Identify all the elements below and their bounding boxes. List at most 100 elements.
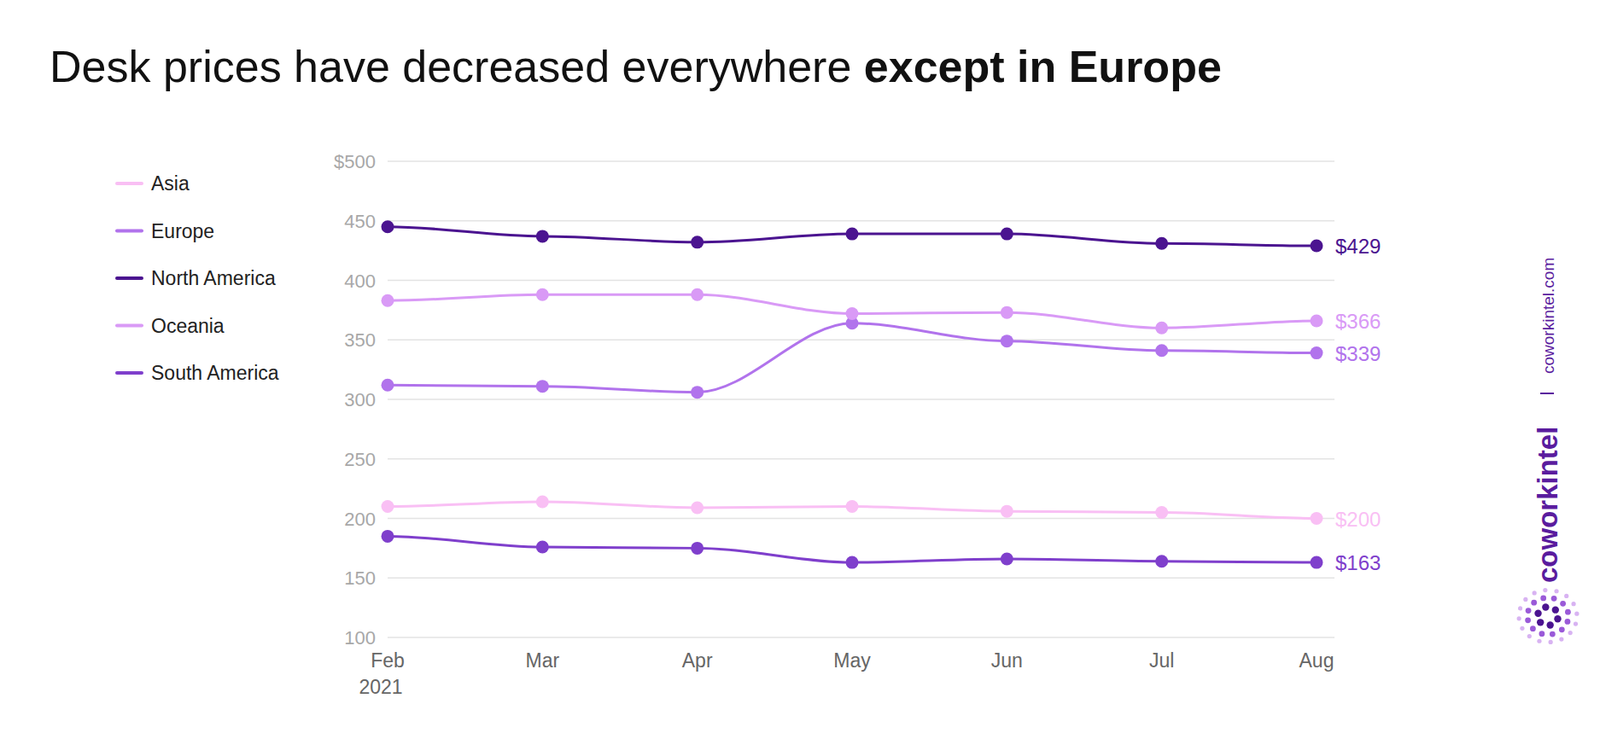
- data-label: $163: [1335, 551, 1381, 575]
- grid-line: [387, 339, 1335, 342]
- logo-dot: [1523, 597, 1528, 602]
- legend-label: Europe: [151, 220, 215, 243]
- logo-dot: [1536, 639, 1542, 644]
- data-labels: $200$339$429$366$163: [1335, 234, 1381, 575]
- logo-dot: [1559, 626, 1565, 633]
- data-point: [690, 288, 704, 302]
- legend-label: North America: [151, 267, 276, 290]
- logo-dot: [1517, 616, 1522, 621]
- data-point: [536, 229, 549, 243]
- grid-line: [387, 398, 1335, 401]
- data-label: $200: [1335, 508, 1381, 532]
- title-part: Desk prices have decreased everywhere: [49, 41, 865, 92]
- data-point: [536, 540, 549, 554]
- data-label: $366: [1335, 309, 1381, 333]
- data-point: [1310, 556, 1324, 570]
- data-point: [536, 495, 549, 509]
- logo-dot: [1529, 625, 1536, 632]
- grid-line: [387, 518, 1335, 520]
- data-point: [1155, 237, 1168, 251]
- data-label: $429: [1335, 234, 1381, 258]
- plot-area: [381, 220, 1324, 569]
- y-tick-label: 400: [344, 270, 376, 292]
- x-axis: Feb2021MarAprMayJunJulAug: [358, 649, 1334, 699]
- data-point: [1155, 506, 1168, 520]
- x-tick-label: Aug: [1299, 649, 1335, 672]
- logo-dot: [1524, 617, 1531, 624]
- separator: [1540, 392, 1554, 395]
- logo-dot: [1564, 594, 1569, 599]
- legend-swatch: [116, 181, 142, 186]
- logo-dot: [1553, 615, 1561, 623]
- grid-line: [387, 578, 1335, 580]
- x-tick-label: May: [833, 649, 871, 672]
- logo-dot: [1532, 590, 1537, 596]
- legend-swatch: [116, 276, 142, 281]
- logo-dot: [1559, 601, 1566, 608]
- data-point: [690, 235, 704, 249]
- brand-name: coworkintel: [1531, 426, 1564, 584]
- data-point: [1000, 552, 1014, 566]
- series-line: [387, 294, 1317, 328]
- title-part: except in Europe: [864, 41, 1222, 92]
- data-point: [536, 379, 549, 393]
- data-point: [1000, 306, 1014, 320]
- logo-dot: [1564, 609, 1571, 616]
- watermark: coworkintelcoworkintel.com: [1531, 257, 1564, 584]
- x-tick-label: Apr: [682, 649, 713, 672]
- legend-swatch: [116, 229, 142, 234]
- x-tick-label: Jun: [991, 649, 1023, 672]
- data-point: [1155, 344, 1168, 357]
- logo-dot: [1570, 601, 1576, 607]
- logo-dot: [1573, 621, 1578, 626]
- logo-dot: [1530, 600, 1537, 607]
- logo-dot: [1559, 636, 1564, 642]
- data-point: [381, 530, 395, 544]
- logo: [1517, 588, 1580, 645]
- logo-dot: [1534, 610, 1542, 618]
- data-point: [1310, 512, 1324, 526]
- series-line: [387, 323, 1317, 393]
- data-point: [1310, 239, 1324, 253]
- y-tick-label: 100: [344, 627, 376, 649]
- data-point: [1310, 346, 1324, 360]
- x-tick-label-line: Jul: [1149, 649, 1174, 672]
- x-tick-label: Jul: [1149, 649, 1174, 672]
- data-point: [381, 500, 395, 514]
- grid-line: [387, 458, 1335, 461]
- x-tick-label-line: Aug: [1299, 649, 1335, 672]
- data-point: [381, 220, 395, 234]
- title: Desk prices have decreased everywhere ex…: [49, 41, 1222, 92]
- data-point: [846, 556, 859, 570]
- logo-dot: [1536, 618, 1544, 626]
- x-tick-label-line: Apr: [682, 649, 713, 672]
- x-tick-label-line: Mar: [525, 649, 561, 672]
- y-tick-label: 200: [344, 508, 376, 531]
- data-point: [381, 294, 395, 308]
- y-tick-label: $500: [333, 151, 376, 173]
- legend-label: South America: [151, 362, 280, 385]
- data-point: [536, 288, 549, 302]
- logo-dot: [1541, 603, 1549, 611]
- data-point: [846, 227, 859, 241]
- logo-dot: [1564, 618, 1571, 625]
- logo-dot: [1518, 606, 1523, 611]
- logo-dot: [1552, 606, 1560, 614]
- data-point: [1155, 554, 1168, 568]
- data-point: [846, 307, 859, 321]
- logo-dot: [1553, 589, 1559, 594]
- x-tick-label-line: May: [833, 649, 871, 672]
- series-line: [387, 227, 1317, 246]
- chart: Desk prices have decreased everywhere ex…: [0, 0, 1600, 739]
- y-tick-label: 150: [344, 567, 376, 590]
- x-tick-label-line: Jun: [991, 649, 1023, 672]
- logo-dot: [1549, 631, 1556, 638]
- data-point: [690, 542, 704, 555]
- grid-line: [387, 160, 1335, 163]
- logo-dot: [1546, 621, 1554, 629]
- legend: AsiaEuropeNorth AmericaOceaniaSouth Amer…: [116, 172, 280, 385]
- logo-dot: [1540, 595, 1547, 602]
- x-tick-label: Mar: [525, 649, 561, 672]
- y-tick-label: 450: [344, 210, 376, 233]
- data-point: [1000, 505, 1014, 519]
